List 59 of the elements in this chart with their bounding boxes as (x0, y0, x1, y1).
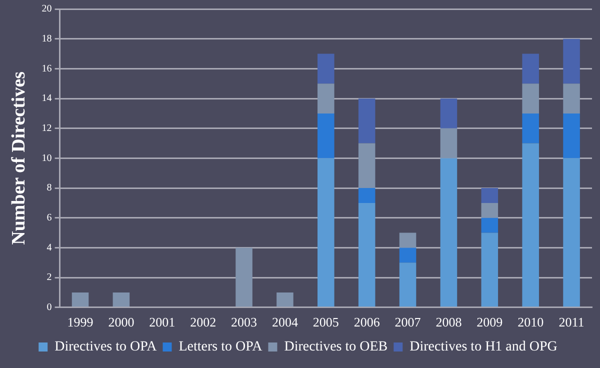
bar (440, 128, 458, 158)
x-tick-label: 2005 (312, 314, 339, 330)
y-tick-label: 2 (46, 272, 52, 284)
bar (399, 248, 416, 263)
bar (481, 188, 498, 203)
legend-label: Directives to OPA (54, 340, 158, 355)
bar (358, 202, 376, 307)
y-tick-label: 12 (42, 122, 52, 134)
bar (318, 84, 334, 114)
bar (522, 113, 539, 144)
bar (318, 158, 334, 307)
legend-label: Letters to OPA (178, 340, 264, 355)
y-tick-label: 16 (42, 63, 52, 74)
y-tick-label: 10 (42, 152, 52, 164)
y-axis-title: Number of Directives (8, 71, 30, 245)
x-tick-label: 2002 (190, 314, 216, 330)
x-tick-label: 2006 (354, 314, 380, 330)
bar (318, 113, 334, 158)
bar (481, 202, 498, 218)
x-tick-label: 2007 (394, 314, 422, 330)
x-tick-label: 2004 (272, 314, 298, 330)
y-tick-label: 8 (46, 182, 52, 194)
bar (563, 38, 580, 84)
y-tick-label: 4 (46, 242, 52, 254)
bar (481, 232, 498, 307)
bar (236, 248, 252, 307)
bar (112, 292, 130, 307)
bar (399, 262, 416, 307)
x-tick-label: 2009 (476, 314, 503, 330)
legend-label: Directives to OEB (284, 340, 388, 355)
bar (563, 158, 580, 307)
bar (481, 218, 498, 233)
bar (440, 158, 458, 307)
bar (358, 188, 376, 203)
y-tick-label: 20 (42, 4, 52, 15)
x-tick-label: 1999 (67, 314, 94, 330)
bar (563, 113, 580, 158)
y-tick-label: 6 (46, 212, 52, 224)
x-tick-label: 2010 (518, 314, 544, 330)
x-tick-label: 2003 (231, 314, 258, 330)
y-tick-label: 18 (42, 33, 52, 44)
x-tick-label: 2001 (149, 314, 176, 330)
bar (358, 98, 376, 144)
bar (399, 232, 416, 248)
bar (440, 98, 458, 128)
legend-label: Directives to H1 and OPG (410, 340, 558, 355)
bar (358, 143, 376, 188)
bar (318, 54, 334, 84)
bar (72, 292, 89, 307)
x-tick-label: 2000 (108, 314, 134, 330)
bar (522, 84, 539, 114)
y-tick-label: 0 (46, 302, 52, 314)
bar (522, 54, 539, 84)
bar (522, 143, 539, 307)
x-tick-label: 2011 (558, 314, 584, 330)
bar (276, 292, 294, 307)
bar (563, 84, 580, 114)
y-tick-label: 14 (42, 93, 52, 104)
x-tick-label: 2008 (436, 314, 462, 330)
